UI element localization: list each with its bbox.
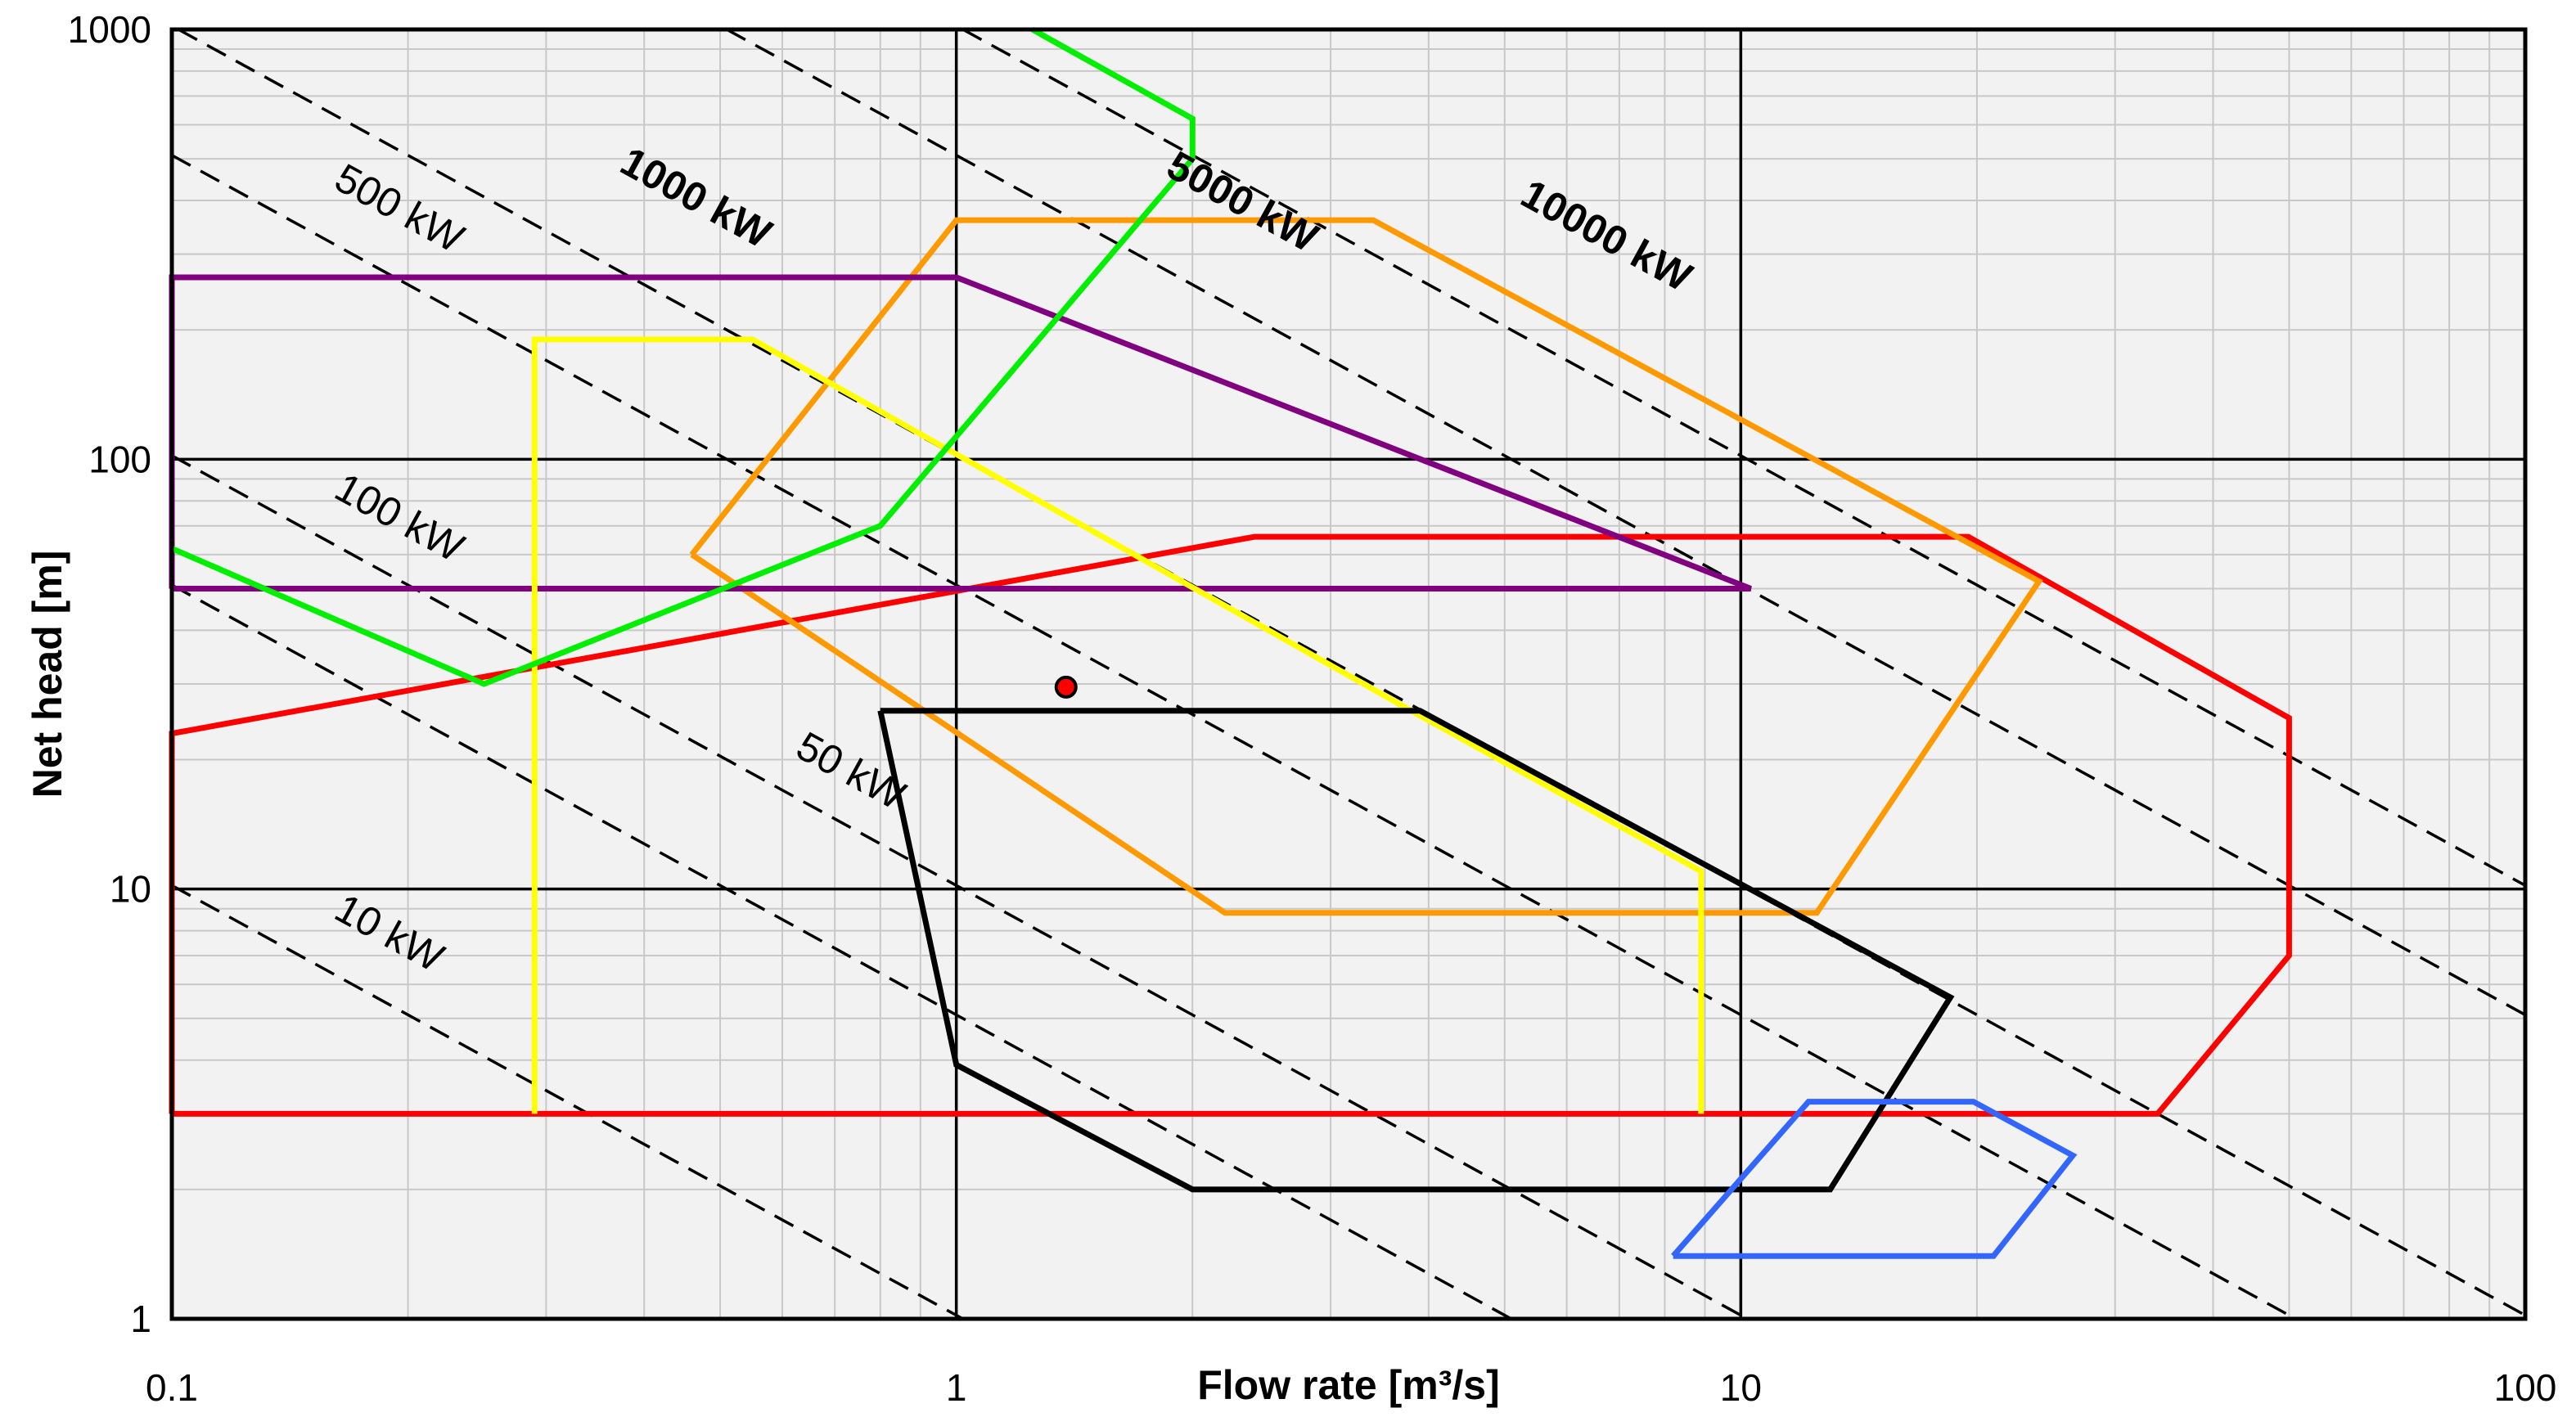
turbine-envelope-4 <box>531 336 1705 1114</box>
y-tick-label: 100 <box>88 438 151 480</box>
turbine-envelope-7 <box>1671 1099 2078 1259</box>
reference-point-group <box>1054 675 1078 699</box>
x-tick-label: 1 <box>946 1366 967 1409</box>
reference-point-marker <box>1054 675 1078 699</box>
x-tick-label: 10 <box>1720 1366 1762 1409</box>
y-tick-label: 1 <box>130 1298 151 1340</box>
y-tick-label: 10 <box>110 868 151 911</box>
turbine-envelope-1 <box>169 533 2292 1117</box>
power-line-10kw <box>171 884 964 1320</box>
power-line-100kw <box>171 454 1749 1320</box>
x-tick-label: 0.1 <box>146 1366 198 1409</box>
power-line-1000kw <box>178 28 2526 1317</box>
power-line-5000kw <box>726 28 2526 1016</box>
power-line-500kw <box>171 154 2297 1320</box>
plot-frame <box>169 27 2528 1321</box>
x-tick-label: 100 <box>2494 1366 2557 1409</box>
y-tick-label: 1000 <box>68 8 151 51</box>
y-axis-title: Net head [m] <box>25 551 70 798</box>
y-tick-labels: 1 10 100 1000 <box>68 8 151 1340</box>
power-line-50kw <box>171 583 1512 1320</box>
x-axis-title: Flow rate [m³/s] <box>1197 1362 1499 1408</box>
power-lines <box>171 28 2526 1320</box>
turbine-envelope-6 <box>877 708 1955 1193</box>
power-line-10000kw <box>961 28 2526 887</box>
turbine-envelope-5 <box>170 26 1196 687</box>
turbine-envelope-2 <box>689 217 2043 916</box>
x-tick-labels: 0.1 1 10 100 <box>146 1366 2556 1409</box>
